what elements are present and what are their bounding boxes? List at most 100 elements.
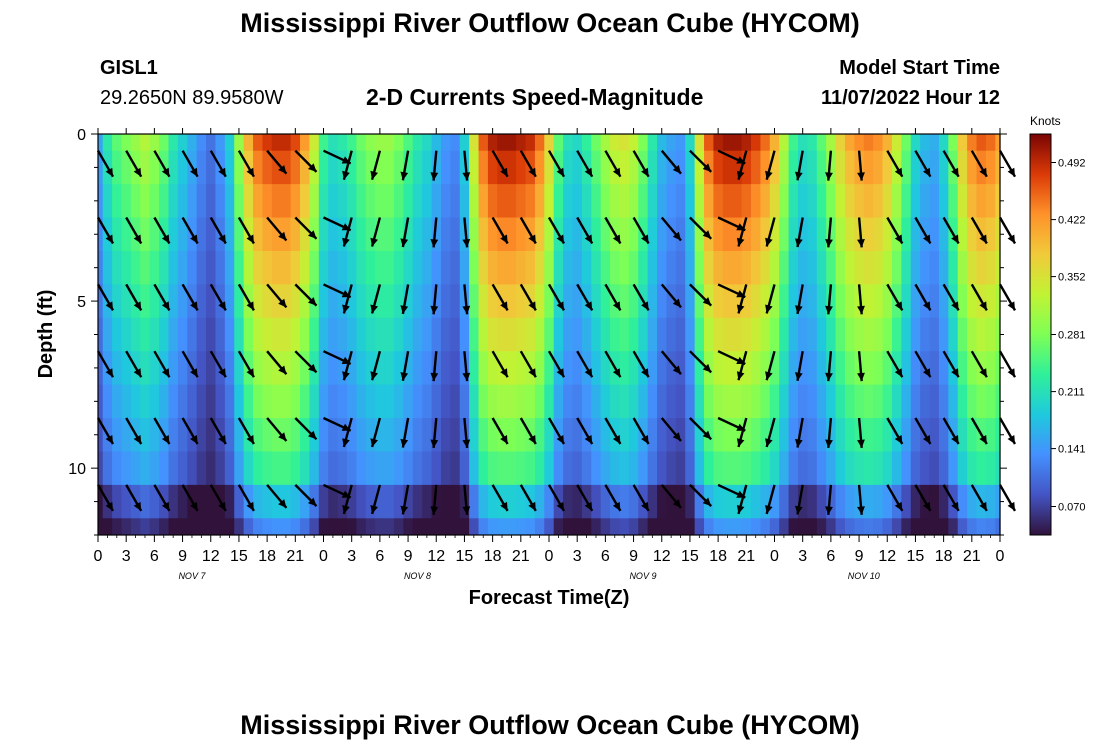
heatmap-cell bbox=[591, 384, 602, 419]
heatmap-cell bbox=[525, 451, 536, 486]
heatmap-cell bbox=[685, 484, 696, 519]
current-vector bbox=[795, 284, 804, 315]
current-vector bbox=[825, 417, 833, 449]
heatmap-cell bbox=[422, 150, 433, 185]
heatmap-cell bbox=[140, 451, 151, 486]
heatmap-cell bbox=[694, 217, 705, 252]
heatmap-cell bbox=[130, 518, 141, 536]
heatmap-cell bbox=[384, 384, 395, 419]
heatmap-cell bbox=[98, 317, 104, 352]
heatmap-cell bbox=[300, 418, 311, 452]
heatmap-cell bbox=[525, 384, 536, 419]
current-vector bbox=[632, 484, 650, 512]
current-vector bbox=[795, 350, 804, 382]
heatmap-cell bbox=[516, 284, 527, 319]
current-vector bbox=[181, 150, 199, 178]
current-vector bbox=[576, 350, 594, 378]
heatmap-cell bbox=[318, 418, 329, 452]
heatmap-cell bbox=[346, 451, 357, 486]
current-vector bbox=[942, 283, 960, 311]
heatmap-cell bbox=[534, 518, 545, 536]
heatmap-cell bbox=[694, 484, 705, 519]
heatmap-cell bbox=[882, 384, 893, 419]
heatmap-cell bbox=[375, 217, 386, 252]
x-tick-label: 0 bbox=[319, 548, 328, 565]
heatmap-cell bbox=[628, 484, 639, 519]
current-vector bbox=[547, 283, 566, 311]
heatmap-cell bbox=[779, 284, 790, 319]
heatmap-cell bbox=[130, 134, 141, 152]
heatmap-cell bbox=[976, 518, 987, 536]
x-tick-label: 6 bbox=[150, 548, 159, 565]
heatmap-cell bbox=[253, 250, 264, 285]
heatmap-cell bbox=[591, 250, 602, 285]
heatmap-cell bbox=[563, 184, 574, 218]
heatmap-cell bbox=[262, 217, 273, 252]
heatmap-cell bbox=[995, 484, 1001, 519]
heatmap-cell bbox=[826, 250, 837, 285]
heatmap-cell bbox=[628, 184, 639, 218]
heatmap-cell bbox=[243, 384, 254, 419]
heatmap-cell bbox=[967, 518, 978, 536]
heatmap-cell bbox=[271, 284, 282, 319]
heatmap-cell bbox=[563, 351, 574, 386]
heatmap-cell bbox=[901, 250, 912, 285]
heatmap-cell bbox=[722, 284, 733, 319]
heatmap-cell bbox=[797, 384, 808, 419]
heatmap-cell bbox=[713, 418, 724, 452]
heatmap-cell bbox=[816, 484, 827, 519]
x-tick-label: 3 bbox=[122, 548, 131, 565]
x-tick-label: 3 bbox=[347, 548, 356, 565]
heatmap-cell bbox=[356, 134, 367, 152]
current-vector bbox=[294, 149, 318, 173]
current-vector bbox=[491, 417, 509, 445]
current-vector bbox=[266, 484, 288, 509]
heatmap-cell bbox=[215, 250, 226, 285]
heatmap-cell bbox=[844, 518, 855, 536]
y-tick-label: 5 bbox=[77, 294, 86, 311]
heatmap-cell bbox=[534, 134, 545, 152]
heatmap-cell bbox=[563, 484, 574, 519]
heatmap-cell bbox=[365, 384, 376, 419]
heatmap-cell bbox=[675, 317, 686, 352]
heatmap-cell bbox=[610, 518, 621, 536]
heatmap-cell bbox=[534, 484, 545, 519]
heatmap-cell bbox=[760, 384, 771, 419]
heatmap-cell bbox=[290, 250, 301, 285]
heatmap-cell bbox=[657, 484, 668, 519]
heatmap-cell bbox=[882, 184, 893, 218]
heatmap-cell bbox=[393, 418, 404, 452]
heatmap-cell bbox=[318, 217, 329, 252]
heatmap-cell bbox=[309, 184, 320, 218]
heatmap-cell bbox=[384, 250, 395, 285]
heatmap-cell bbox=[666, 284, 677, 319]
heatmap-cell bbox=[281, 484, 292, 519]
heatmap-cell bbox=[816, 384, 827, 419]
heatmap-cell bbox=[177, 250, 188, 285]
heatmap-cell bbox=[98, 284, 104, 319]
heatmap-cell bbox=[957, 317, 968, 352]
heatmap-cell bbox=[704, 184, 715, 218]
heatmap-cell bbox=[102, 250, 113, 285]
heatmap-cell bbox=[751, 484, 762, 519]
heatmap-cell bbox=[647, 317, 658, 352]
heatmap-cell bbox=[337, 284, 348, 319]
heatmap-cell bbox=[309, 384, 320, 419]
heatmap-cell bbox=[788, 451, 799, 486]
heatmap-cell bbox=[234, 451, 245, 486]
heatmap-cell bbox=[393, 518, 404, 536]
heatmap-cell bbox=[647, 451, 658, 486]
heatmap-cell bbox=[346, 250, 357, 285]
heatmap-cell bbox=[487, 384, 498, 419]
heatmap-cell bbox=[722, 184, 733, 218]
heatmap-cell bbox=[694, 451, 705, 486]
heatmap-cell bbox=[788, 250, 799, 285]
heatmap-cell bbox=[938, 217, 949, 252]
heatmap-cell bbox=[976, 134, 987, 152]
current-vector bbox=[294, 283, 318, 307]
current-vector bbox=[370, 284, 382, 314]
heatmap-cell bbox=[196, 518, 207, 536]
current-vector bbox=[547, 417, 566, 445]
heatmap-cell bbox=[262, 150, 273, 185]
heatmap-cell bbox=[591, 518, 602, 536]
